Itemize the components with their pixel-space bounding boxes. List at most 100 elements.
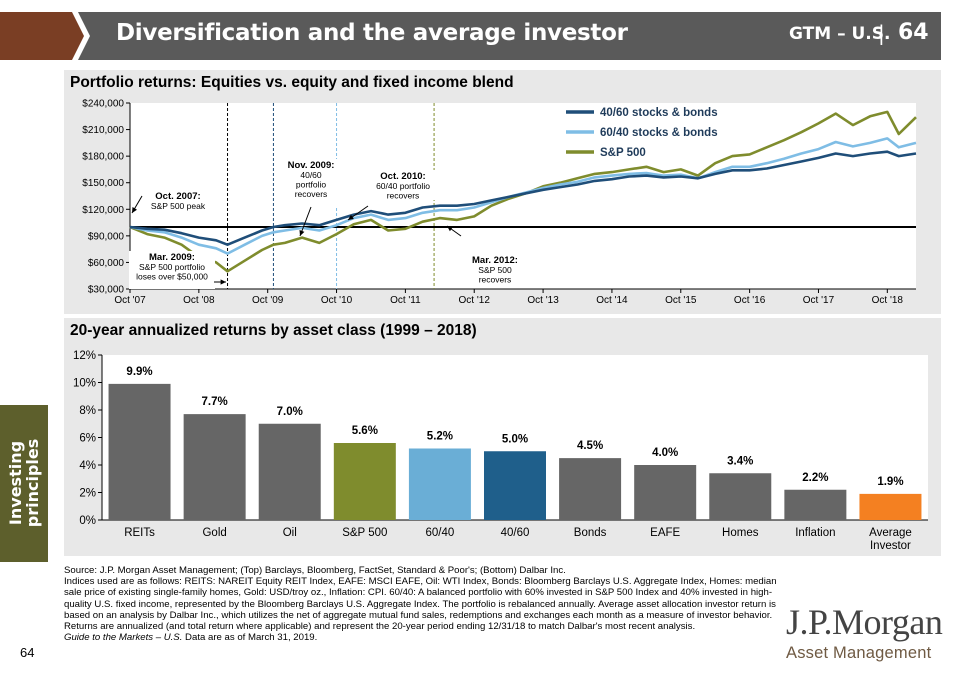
line-chart: $30,000 $60,000 $90,000 $120,000 $150,000 $18… (82, 99, 917, 306)
legend-label: S&P 500 (600, 147, 646, 159)
category-label: REITs (124, 527, 155, 539)
y-tick-label: $120,000 (82, 205, 124, 216)
header-page-number: 64 (898, 20, 929, 45)
bar-chart: 0% 2% 4% 6% 8% 10% 12% 9.9% REITs 7.7% Gold 7.0% Oil… (73, 350, 928, 552)
y-tick-label: 12% (73, 350, 96, 362)
x-tick-label: Oct '12 (459, 295, 491, 306)
bar (484, 451, 546, 520)
bar (709, 473, 772, 520)
side-tab (0, 405, 48, 562)
annotation-box (146, 190, 210, 210)
bar (333, 443, 396, 520)
annotation-text: 60/40 portfolio (376, 181, 430, 191)
annotation-text: S&P 500 portfolio (139, 262, 205, 272)
side-tab-line1: Investing (6, 440, 25, 526)
annotation-heading: Mar. 2012: (472, 255, 518, 266)
bar-value-label: 9.9% (126, 366, 152, 378)
annotation-arrowhead-icon (299, 230, 305, 236)
annotation-arrowhead-icon (220, 279, 226, 285)
line-chart-panel: Portfolio returns: Equities vs. equity a… (64, 70, 941, 314)
bar (634, 465, 697, 520)
x-tick-label: Oct '14 (596, 295, 628, 306)
bar-value-label: 4.0% (652, 447, 678, 459)
x-tick-label: Oct '08 (183, 295, 215, 306)
x-tick-label: Oct '17 (803, 295, 835, 306)
y-tick-label: $60,000 (88, 258, 125, 269)
category-label: Inflation (795, 527, 835, 539)
x-tick-label: Oct '10 (321, 295, 353, 306)
logo-sub: Asset Management (786, 644, 932, 662)
x-tick-label: Oct '18 (872, 295, 904, 306)
gtm-tag: GTM – U.S. (789, 24, 891, 44)
logo-main: J.P.Morgan (786, 602, 943, 642)
y-tick-label: 2% (79, 488, 96, 500)
bar-value-label: 5.2% (427, 431, 453, 443)
bar (559, 458, 622, 520)
bar (408, 448, 471, 520)
banner-bar (78, 12, 941, 60)
y-tick-label: 0% (79, 515, 96, 527)
side-tab-label: Investing principles (6, 439, 42, 528)
bar-value-label: 7.7% (202, 396, 228, 408)
bar-value-label: 7.0% (277, 406, 303, 418)
annotation-text: S&P 500 (478, 265, 512, 275)
annotation-text: recovers (479, 275, 512, 285)
slide-title: Diversification and the average investor (116, 20, 628, 46)
x-tick-label: Oct '09 (252, 295, 284, 306)
annotation-text: loses over $50,000 (136, 272, 208, 282)
category-label: Investor (870, 540, 911, 552)
header-banner: Diversification and the average investor… (0, 0, 960, 66)
y-tick-label: 10% (73, 378, 96, 390)
bar-chart-title: 20-year annualized returns by asset clas… (70, 322, 477, 339)
annotation-text: 40/60 (300, 170, 322, 180)
y-tick-label: $150,000 (82, 178, 124, 189)
y-tick-label: 8% (79, 405, 96, 417)
footnote-source: Source: J.P. Morgan Asset Management; (T… (64, 565, 566, 576)
category-label: 60/40 (426, 527, 455, 539)
x-tick-label: Oct '11 (390, 295, 421, 306)
bar-value-label: 2.2% (802, 472, 828, 484)
page-number: 64 (20, 645, 35, 660)
banner-arrow-icon (0, 12, 84, 60)
bar-value-label: 5.0% (502, 433, 528, 445)
y-tick-label: $90,000 (88, 231, 125, 242)
category-label: Gold (202, 527, 226, 539)
annotation-arrowhead-icon (447, 226, 453, 232)
x-tick-label: Oct '15 (665, 295, 697, 306)
legend-label: 40/60 stocks & bonds (600, 107, 718, 119)
y-tick-label: $210,000 (82, 125, 124, 136)
x-tick-label: Oct '07 (114, 295, 146, 306)
annotation-text: portfolio (296, 180, 327, 190)
annotation-arrowhead-icon (348, 214, 354, 220)
annotation-box (281, 159, 341, 207)
bar (258, 423, 321, 520)
bar-value-label: 3.4% (727, 455, 753, 467)
jpmorgan-logo: J.P.Morgan Asset Management (786, 604, 946, 663)
category-label: S&P 500 (342, 527, 387, 539)
bar-value-label: 1.9% (877, 476, 903, 488)
footnote: Source: J.P. Morgan Asset Management; (T… (64, 565, 792, 643)
footnote-date: Guide to the Markets – U.S. Data are as … (64, 632, 792, 643)
bar (784, 489, 847, 520)
annotation-arrowhead-icon (132, 207, 137, 213)
category-label: 40/60 (501, 527, 530, 539)
annotation-heading: Oct. 2007: (155, 191, 200, 202)
bar (183, 414, 246, 520)
y-tick-label: 4% (79, 460, 96, 472)
bar-chart-panel: 20-year annualized returns by asset clas… (64, 318, 941, 556)
category-label: Bonds (574, 527, 607, 539)
annotation-text: recovers (387, 191, 420, 201)
footnote-data-as-of: Data are as of March 31, 2019. (182, 632, 318, 644)
series-line-0 (129, 150, 917, 246)
header-separator: | (878, 21, 885, 45)
bar-value-label: 5.6% (352, 425, 378, 437)
bar (108, 383, 171, 520)
annotation-heading: Mar. 2009: (149, 252, 195, 263)
y-tick-label: $30,000 (88, 285, 125, 296)
annotation-heading: Oct. 2010: (380, 171, 425, 182)
y-tick-label: 6% (79, 433, 96, 445)
category-label: Oil (283, 527, 297, 539)
y-tick-label: $180,000 (82, 152, 124, 163)
legend-label: 60/40 stocks & bonds (600, 127, 718, 139)
line-chart-title: Portfolio returns: Equities vs. equity a… (70, 74, 514, 91)
